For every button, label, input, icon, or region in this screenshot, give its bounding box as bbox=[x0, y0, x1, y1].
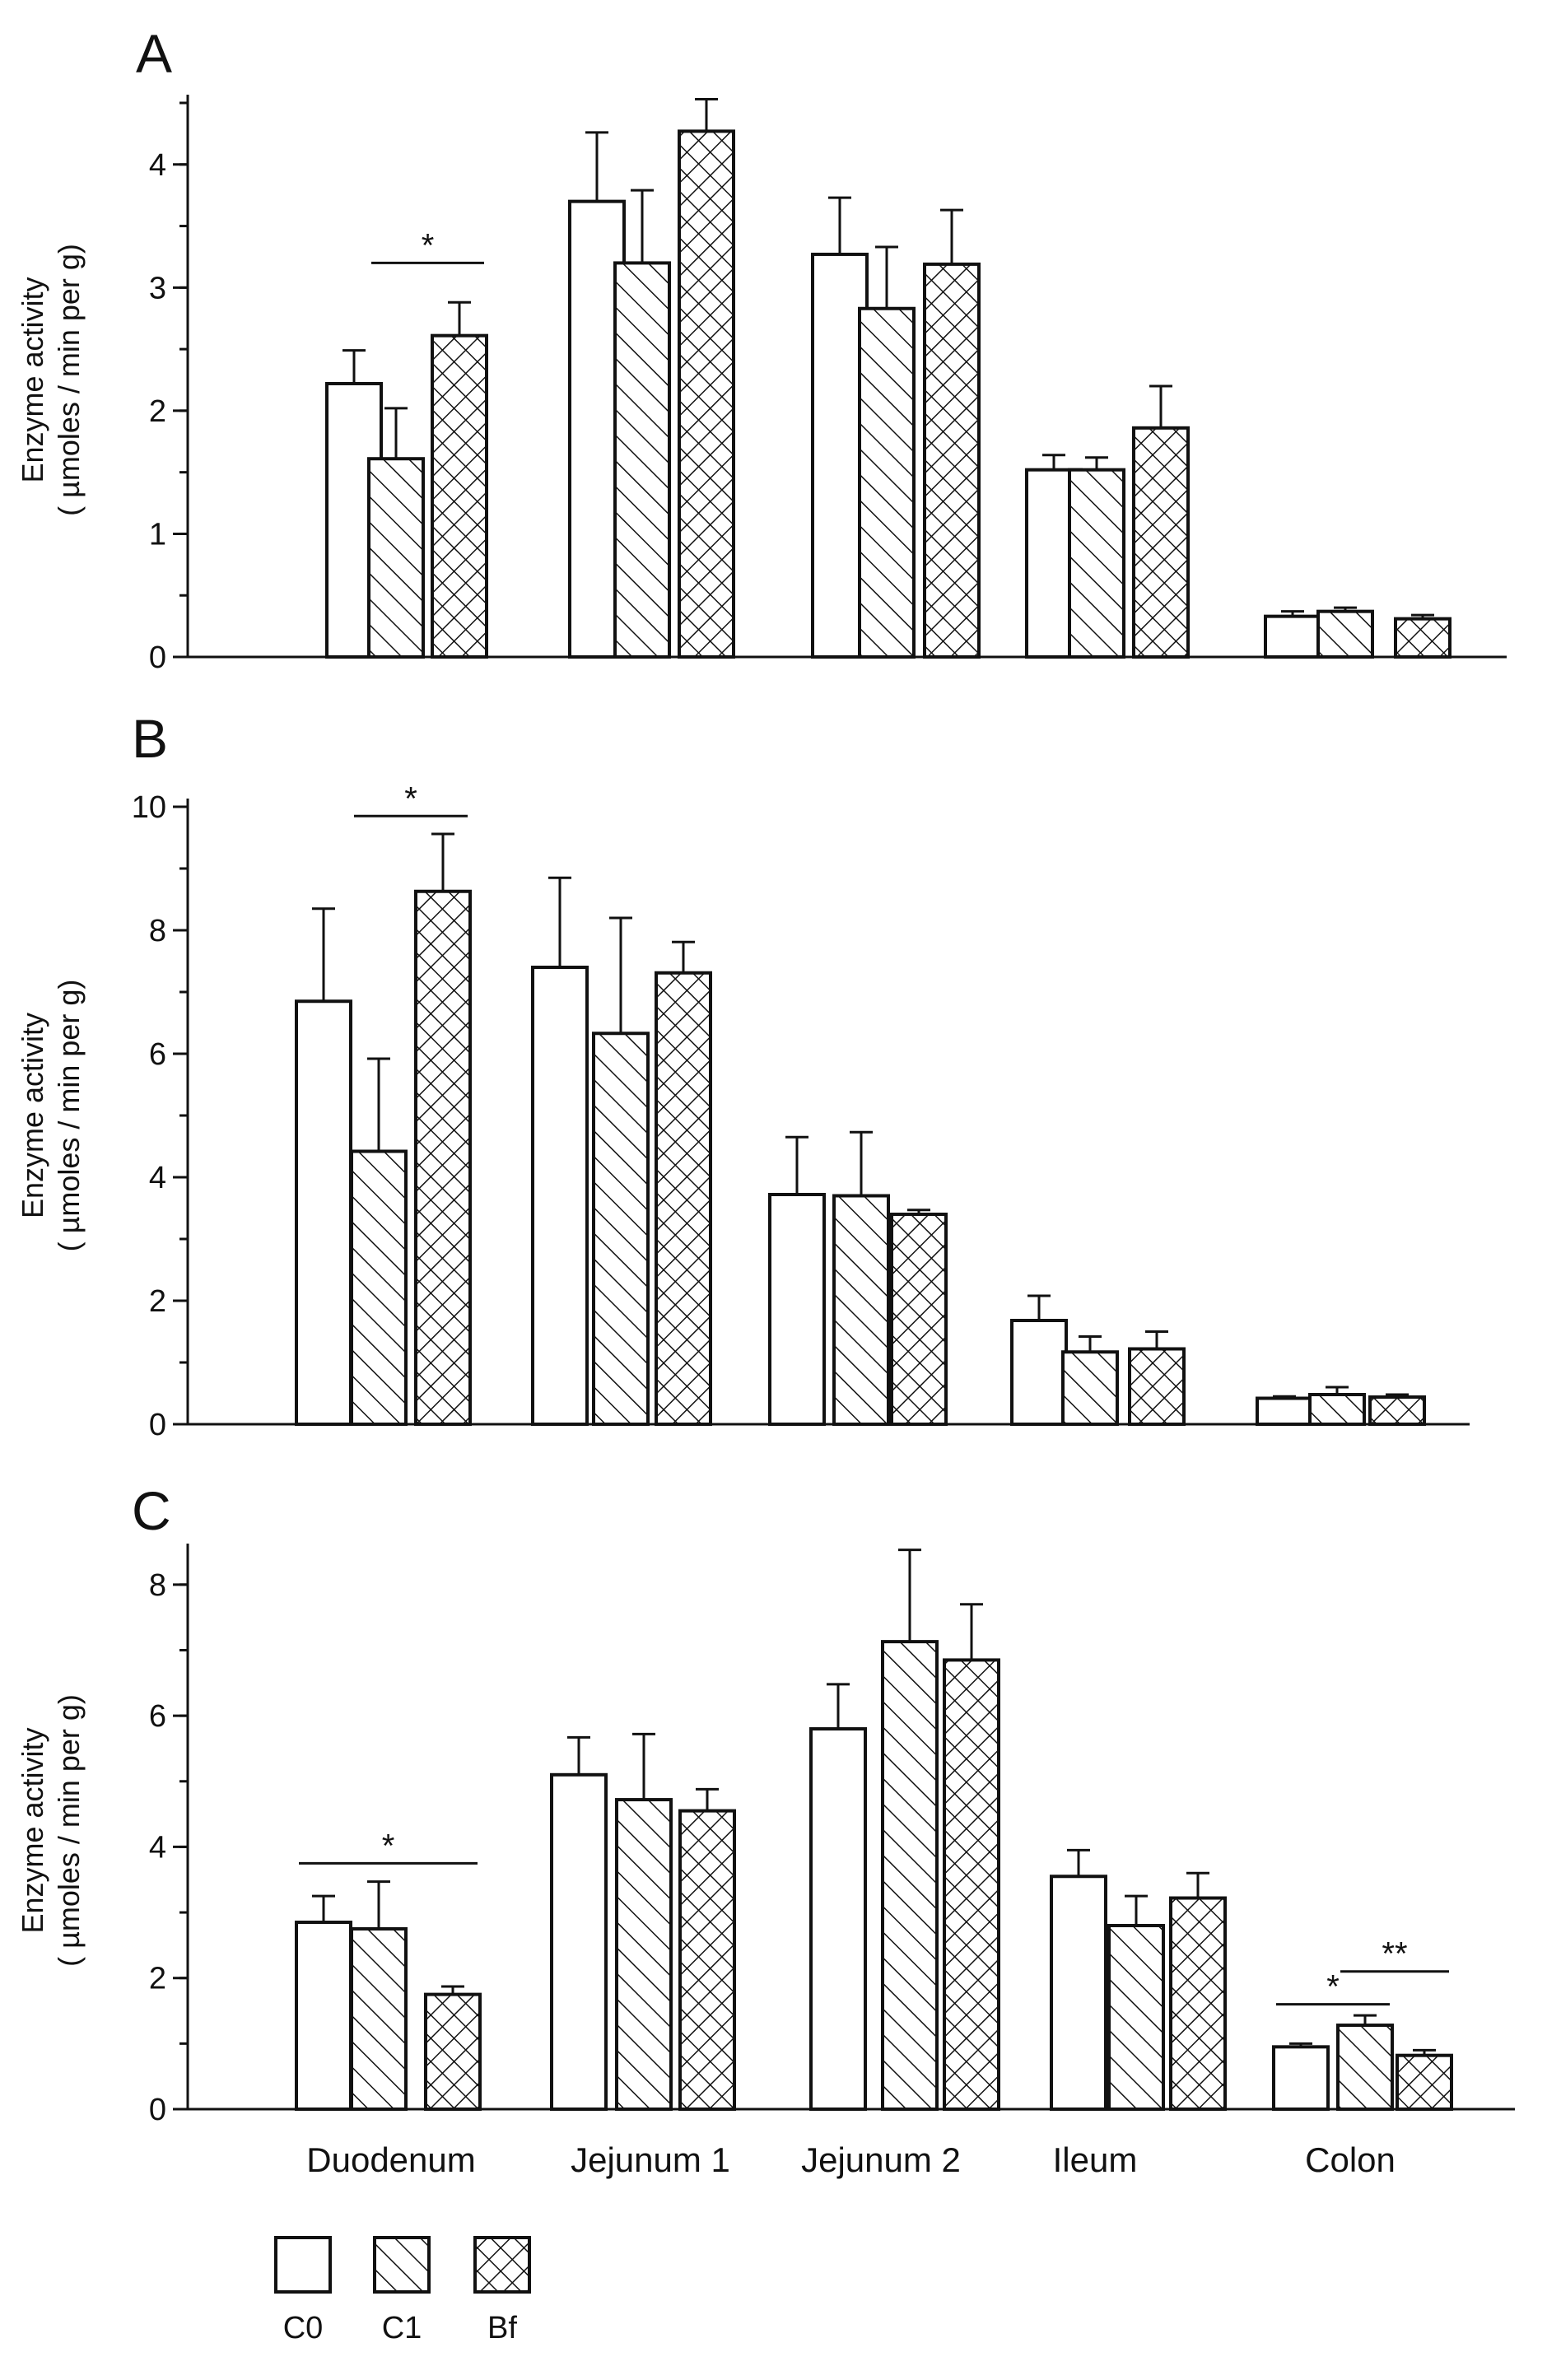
y-axis-label: Enzyme activity( µmoles / min per g) bbox=[16, 244, 86, 516]
bar-c0-duodenum bbox=[295, 999, 352, 1426]
legend-label: C0 bbox=[283, 2311, 324, 2345]
y-tick-label: 4 bbox=[149, 1161, 166, 1195]
legend-label: C1 bbox=[382, 2311, 422, 2345]
bar-c1-jejunum-2 bbox=[858, 306, 916, 659]
bar-c1-jejunum-2 bbox=[881, 1640, 939, 2111]
bar-bf-colon bbox=[1396, 2053, 1453, 2112]
bar-c0-jejunum-2 bbox=[768, 1193, 826, 1426]
bar-bf-jejunum-2 bbox=[923, 262, 981, 659]
bar-c1-jejunum-1 bbox=[615, 1798, 673, 2112]
bar-c1-colon bbox=[1308, 1393, 1366, 1426]
bar-c0-jejunum-1 bbox=[550, 1772, 608, 2112]
legend-swatch-bf bbox=[473, 2236, 531, 2294]
bar-c0-colon bbox=[1264, 614, 1321, 659]
bar-c1-ileum bbox=[1068, 468, 1125, 659]
bar-bf-ileum bbox=[1128, 1347, 1186, 1426]
bar-c1-duodenum bbox=[350, 1149, 408, 1426]
significance-marker: * bbox=[1326, 1969, 1340, 2005]
bar-c1-jejunum-2 bbox=[832, 1194, 890, 1426]
panel-letter: C bbox=[132, 1480, 171, 1541]
bar-c1-colon bbox=[1336, 2024, 1394, 2111]
y-tick-label: 2 bbox=[149, 1284, 166, 1319]
bar-c0-ileum bbox=[1050, 1875, 1107, 2111]
y-tick-label: 0 bbox=[149, 2093, 166, 2127]
x-category-label: Duodenum bbox=[306, 2140, 475, 2179]
bar-bf-jejunum-1 bbox=[655, 971, 712, 1426]
bar-c1-duodenum bbox=[367, 457, 425, 659]
y-tick-label: 0 bbox=[149, 640, 166, 675]
panel-letter: B bbox=[132, 708, 168, 769]
legend-swatch-c1 bbox=[373, 2236, 431, 2294]
bar-c1-jejunum-1 bbox=[613, 261, 671, 659]
x-category-label: Jejunum 2 bbox=[801, 2140, 961, 2179]
y-tick-label: 10 bbox=[132, 790, 166, 825]
bar-c1-ileum bbox=[1061, 1350, 1119, 1426]
panel-letter: A bbox=[136, 23, 172, 84]
bar-c0-duodenum bbox=[295, 1921, 352, 2111]
bar-bf-duodenum bbox=[431, 333, 488, 659]
significance-marker: * bbox=[404, 780, 417, 817]
bar-bf-jejunum-1 bbox=[678, 129, 735, 659]
bar-c0-ileum bbox=[1010, 1319, 1068, 1426]
bar-bf-colon bbox=[1368, 1395, 1426, 1426]
x-category-label: Jejunum 1 bbox=[571, 2140, 730, 2179]
bar-c1-duodenum bbox=[350, 1926, 408, 2112]
bar-bf-jejunum-2 bbox=[943, 1658, 1000, 2111]
significance-marker: ** bbox=[1382, 1936, 1407, 1972]
panel-a: A Enzyme activity( µmoles / min per g) 0 1 2… bbox=[16, 23, 1507, 675]
bar-c0-jejunum-2 bbox=[809, 1727, 867, 2112]
y-tick-label: 2 bbox=[149, 394, 166, 429]
y-axis-label: Enzyme activity( µmoles / min per g) bbox=[16, 1694, 86, 1967]
bar-bf-ileum bbox=[1169, 1896, 1227, 2111]
bar-c1-colon bbox=[1316, 609, 1374, 659]
y-tick-label: 2 bbox=[149, 1962, 166, 1996]
y-tick-label: 4 bbox=[149, 1830, 166, 1865]
bar-c0-colon bbox=[1272, 2045, 1330, 2111]
y-tick-label: 6 bbox=[149, 1699, 166, 1734]
panel-b: B Enzyme activity( µmoles / min per g) 0 2 4… bbox=[16, 708, 1470, 1442]
y-tick-label: 6 bbox=[149, 1037, 166, 1072]
significance-marker: * bbox=[382, 1828, 395, 1864]
significance-marker: * bbox=[422, 227, 435, 263]
x-category-label: Colon bbox=[1305, 2140, 1396, 2179]
legend-swatch-c0 bbox=[274, 2236, 332, 2294]
bar-c0-colon bbox=[1256, 1396, 1313, 1426]
bar-bf-duodenum bbox=[424, 1992, 482, 2112]
y-tick-label: 3 bbox=[149, 271, 166, 305]
y-tick-label: 4 bbox=[149, 148, 166, 183]
bar-c1-ileum bbox=[1107, 1923, 1165, 2112]
bar-bf-colon bbox=[1394, 617, 1451, 659]
y-tick-label: 1 bbox=[149, 517, 166, 552]
y-tick-label: 8 bbox=[149, 1568, 166, 1603]
panel-c: C Enzyme activity( µmoles / min per g) 0 2 4… bbox=[16, 1480, 1515, 2179]
bar-bf-duodenum bbox=[414, 889, 472, 1426]
bar-c0-jejunum-1 bbox=[531, 966, 589, 1426]
bar-bf-jejunum-1 bbox=[678, 1809, 736, 2112]
legend: C0 C1 Bf bbox=[274, 2236, 531, 2345]
y-tick-label: 8 bbox=[149, 914, 166, 948]
bar-bf-ileum bbox=[1132, 426, 1190, 659]
x-category-label: Ileum bbox=[1053, 2140, 1138, 2179]
bar-bf-jejunum-2 bbox=[890, 1213, 948, 1426]
bar-c1-jejunum-1 bbox=[592, 1032, 650, 1426]
y-axis-label: Enzyme activity( µmoles / min per g) bbox=[16, 980, 86, 1252]
legend-label: Bf bbox=[487, 2311, 517, 2345]
y-tick-label: 0 bbox=[149, 1408, 166, 1442]
